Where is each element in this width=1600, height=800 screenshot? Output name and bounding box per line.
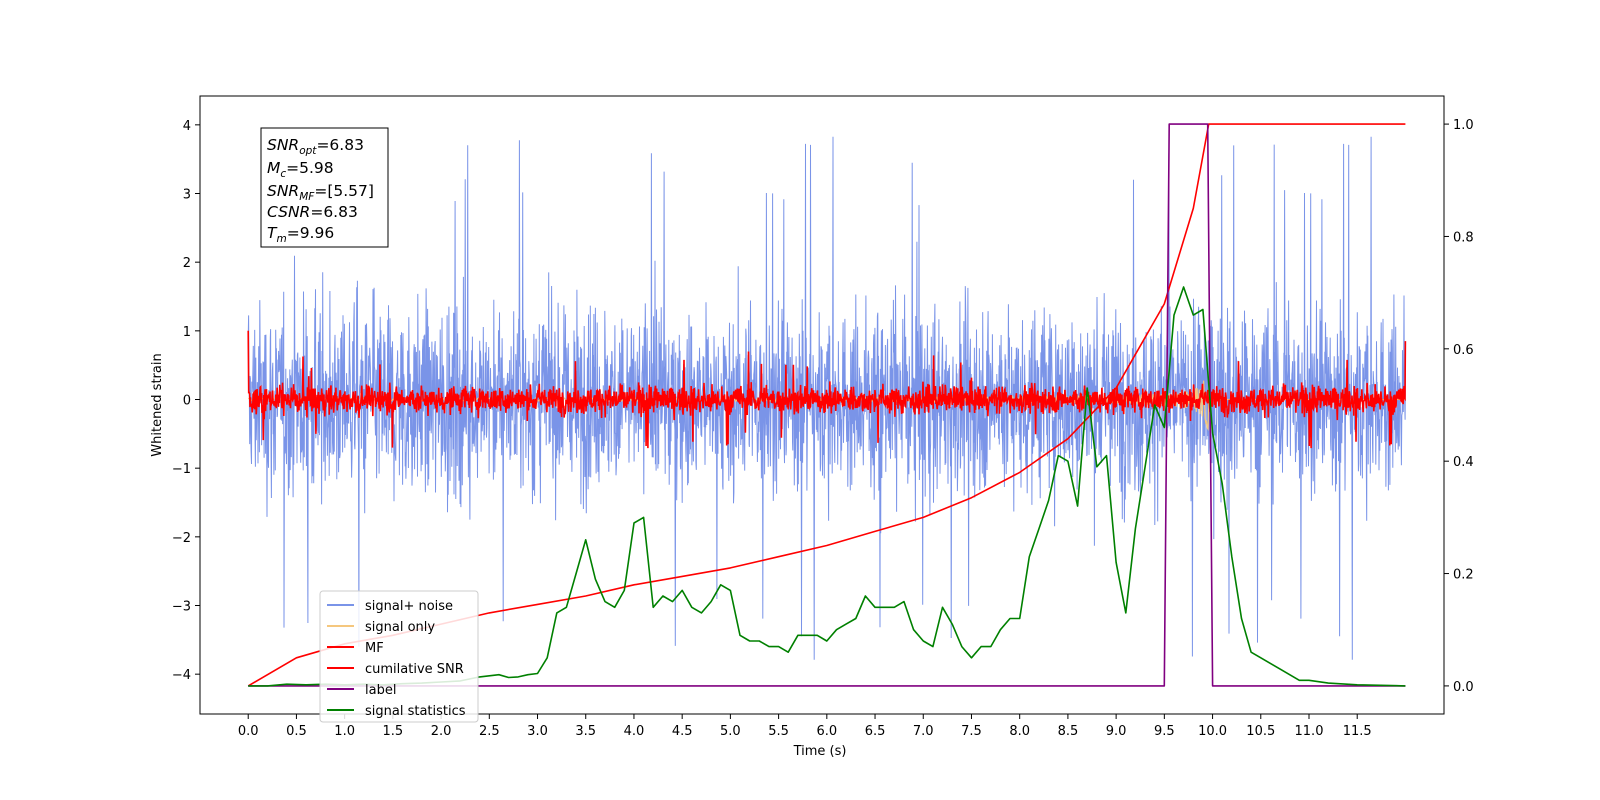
y-tick-label: 3 [183,188,191,203]
legend-label-label: label [365,683,396,698]
y2-tick-label: 0.4 [1453,455,1474,470]
y-tick-label: −2 [172,531,191,546]
x-tick-label: 11.0 [1295,724,1324,739]
annotation-line-snr-opt: SNRopt=6.83 [267,136,364,157]
x-tick-label: 1.0 [334,724,355,739]
x-tick-label: 9.5 [1154,724,1175,739]
legend: signal+ noise signal only MF cumilative SNR… [319,590,479,723]
y-tick-label: −3 [172,600,191,615]
y-tick-label: 1 [183,325,191,340]
legend-box [319,590,479,723]
legend-label-signal-noise: signal+ noise [365,599,453,614]
x-tick-label: 0.5 [286,724,307,739]
x-tick-label: 6.0 [816,724,837,739]
y-tick-label: −1 [172,462,191,477]
y-axis-left: 4 3 2 1 0 −1 −2 −3 −4 [172,119,200,683]
y2-tick-label: 1.0 [1453,118,1474,133]
legend-label-mf: MF [365,641,384,656]
annotation-line-csnr: CSNR=6.83 [267,203,358,221]
x-tick-label: 4.0 [624,724,645,739]
x-tick-label: 2.0 [431,724,452,739]
y2-tick-label: 0.0 [1453,680,1474,695]
series-mf [247,330,1407,449]
y2-tick-label: 0.2 [1453,568,1474,583]
stats-annotation-box: SNRopt=6.83 Mc=5.98 SNRMF=[5.57] CSNR=6.… [260,127,389,248]
x-tick-label: 5.0 [720,724,741,739]
x-tick-label: 3.5 [575,724,596,739]
annotation-border [260,127,389,248]
y-tick-label: 2 [183,256,191,271]
series-label [248,123,1406,687]
x-tick-label: 10.0 [1198,724,1227,739]
x-tick-label: 10.5 [1246,724,1275,739]
annotation-line-mc: Mc=5.98 [267,159,334,180]
x-tick-label: 9.0 [1106,724,1127,739]
y2-tick-label: 0.8 [1453,230,1474,245]
y-tick-label: 4 [183,119,191,134]
x-tick-label: 8.0 [1009,724,1030,739]
x-tick-label: 11.5 [1343,724,1372,739]
x-tick-label: 4.5 [672,724,693,739]
legend-label-signal-statistics: signal statistics [365,704,466,719]
annotation-line-snr-mf: SNRMF=[5.57] [267,182,374,203]
legend-label-signal-only: signal only [365,620,435,635]
series-signal-statistics [248,286,1406,687]
x-tick-label: 8.5 [1058,724,1079,739]
x-axis: 0.0 0.5 1.0 1.5 2.0 2.5 3.0 3.5 4.0 4.5 5.0 5.5 6.0 6… [238,714,1372,739]
y-axis-label: Whitened strain [150,353,165,456]
annotation-line-tm: Tm=9.96 [267,224,334,245]
x-tick-label: 1.5 [383,724,404,739]
y-axis-right: 1.0 0.8 0.6 0.4 0.2 0.0 [1444,118,1474,695]
x-tick-label: 2.5 [479,724,500,739]
x-tick-label: 7.0 [913,724,934,739]
plot-frame [199,95,1445,715]
x-tick-label: 5.5 [768,724,789,739]
x-tick-label: 3.0 [527,724,548,739]
legend-label-cumilative-snr: cumilative SNR [365,662,464,677]
x-tick-label: 7.5 [961,724,982,739]
y-tick-label: 0 [183,394,191,409]
y2-tick-label: 0.6 [1453,343,1474,358]
y-tick-label: −4 [172,668,191,683]
x-axis-label: Time (s) [793,744,847,759]
x-tick-label: 0.0 [238,724,259,739]
x-tick-label: 6.5 [865,724,886,739]
